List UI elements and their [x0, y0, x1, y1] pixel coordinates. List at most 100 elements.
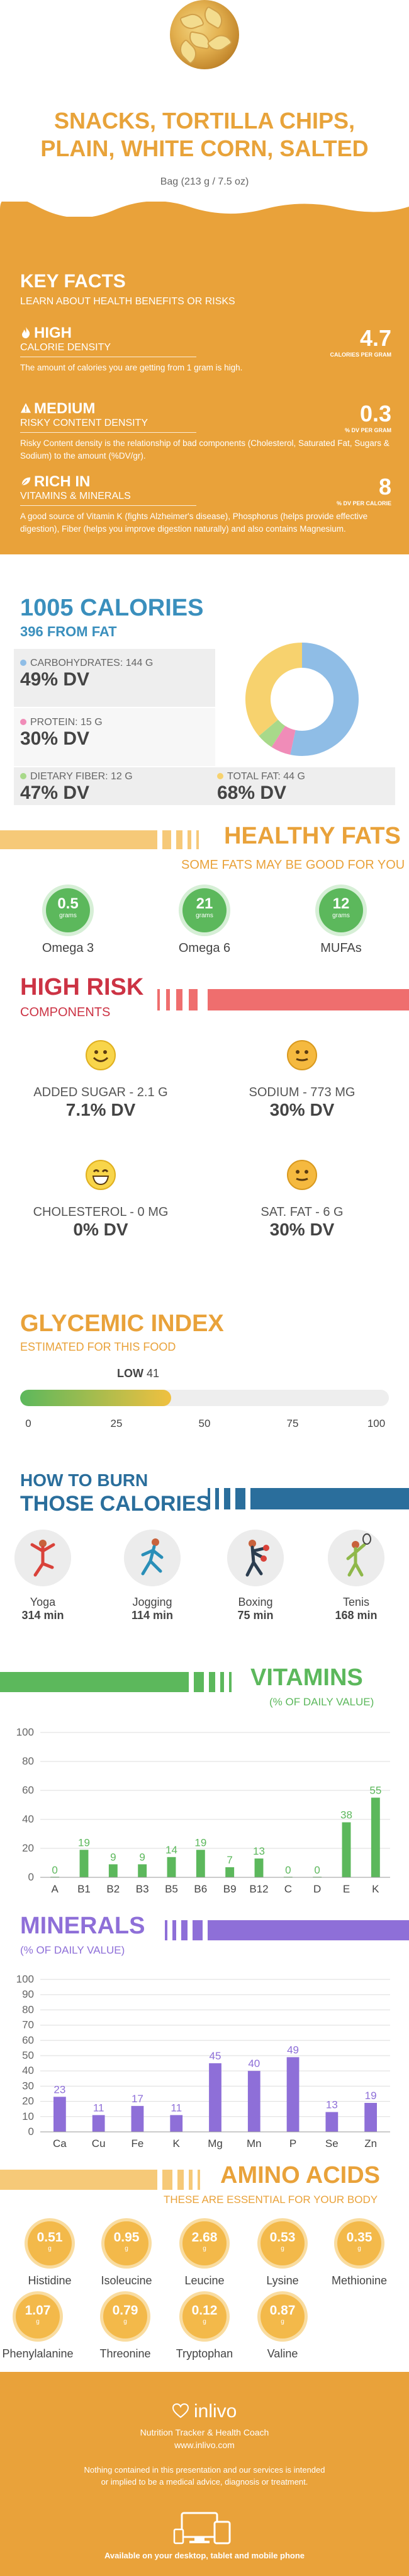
wave-divider [0, 202, 409, 217]
glycemic-title: GLYCEMIC INDEX [20, 1310, 224, 1337]
fact-calorie-density: HIGH CALORIE DENSITY The amount of calor… [20, 325, 391, 394]
key-facts-subtitle: LEARN ABOUT HEALTH BENEFITS OR RISKS [20, 296, 235, 307]
fat-unit: grams [196, 912, 213, 919]
burn-title-line1: HOW TO BURN [20, 1470, 148, 1490]
y-tick-label: 20 [22, 2095, 34, 2107]
data-label: 14 [165, 1844, 177, 1856]
risk-cholesterol: CHOLESTEROL - 0 mg 0% DV [6, 1159, 195, 1240]
y-tick-label: 100 [16, 1973, 34, 1985]
bar [254, 1858, 264, 1877]
x-tick-label: B1 [77, 1883, 91, 1895]
page-title: Snacks, Tortilla Chips, Plain, White Cor… [40, 108, 369, 161]
amino-name: Threonine [99, 2347, 151, 2360]
y-tick-label: 50 [22, 2049, 34, 2061]
food-image [170, 0, 239, 69]
fact-unit: % DV PER GRAM [344, 427, 391, 433]
fat-value: 21 [196, 895, 213, 912]
data-label: 11 [93, 2102, 104, 2114]
heart-icon [172, 2403, 189, 2419]
data-label: 19 [194, 1836, 206, 1848]
risk-sat-fat: SAT. FAT - 6 g 30% DV [208, 1159, 396, 1240]
donut-slice [271, 725, 296, 755]
data-label: 23 [53, 2083, 65, 2095]
risk-label: SAT. FAT - 6 g [261, 1205, 344, 1219]
fat-omega-3: 0.5 grams Omega 3 [24, 888, 112, 956]
data-label: 55 [369, 1785, 381, 1797]
macro-label: PROTEIN: 15 g [30, 717, 103, 728]
fact-level: MEDIUM [34, 400, 96, 417]
risk-label: ADDED SUGAR - 2.1 g [33, 1085, 168, 1099]
x-tick-label: Se [325, 2138, 339, 2150]
amino-valine: 0.87 g Valine [244, 2294, 322, 2361]
fat-value: 12 [332, 895, 350, 912]
data-label: 13 [253, 1845, 265, 1857]
fact-level: HIGH [34, 324, 72, 341]
fact-description: A good source of Vitamin K (fights Alzhe… [20, 512, 368, 534]
macro-total-fat: TOTAL FAT: 44 g 68% DV [217, 771, 305, 804]
calories-section: 1005 CALORIES 396 FROM FAT CARBOHYDRATES… [0, 554, 409, 806]
fat-unit: grams [332, 912, 350, 919]
amino-isoleucine: 0.95 g Isoleucine [87, 2221, 165, 2287]
divider [20, 505, 196, 506]
x-tick-label: P [289, 2138, 296, 2150]
bar [325, 2112, 339, 2132]
activity-yoga: Yoga 314 min [5, 1530, 81, 1622]
leaf-icon [21, 477, 31, 486]
y-tick-label: 0 [28, 1871, 34, 1883]
footer-url[interactable]: www.inlivo.com [174, 2440, 235, 2450]
amino-circle: 0.53 g [261, 2221, 305, 2265]
legend-dot [217, 773, 223, 779]
glycemic-bar [20, 1390, 389, 1406]
data-label: 9 [110, 1851, 116, 1863]
amino-name: Tryptophan [176, 2347, 233, 2360]
glycemic-tick: 75 [286, 1417, 299, 1429]
fact-description: The amount of calories you are getting f… [20, 363, 243, 372]
data-label: 49 [287, 2044, 299, 2056]
minerals-bar-chart: 0 10 20 30 40 50 60 70 80 90 100 23 Ca 11 Cu 17 Fe 11 K 45 M… [16, 1973, 390, 2150]
amino-value: 0.95 [113, 2230, 140, 2245]
footer-disclaimer: Nothing contained in this presentation a… [84, 2465, 325, 2487]
amino-acids-title: AMINO ACIDS [220, 2162, 381, 2189]
x-tick-label: K [173, 2138, 181, 2150]
amino-leucine: 2.68 g Leucine [165, 2221, 244, 2287]
amino-value: 0.12 [191, 2303, 218, 2318]
amino-circle: 2.68 g [182, 2221, 227, 2265]
fat-mufas: 12 grams MUFAs [297, 888, 385, 956]
data-label: 19 [78, 1836, 90, 1848]
burn-title-line2: THOSE CALORIES [20, 1492, 211, 1516]
y-tick-label: 60 [22, 1784, 34, 1796]
glycemic-tick: 0 [25, 1417, 31, 1429]
macro-bg [14, 767, 395, 805]
x-tick-label: Ca [53, 2138, 67, 2150]
bar [53, 2097, 66, 2132]
data-label: 40 [248, 2058, 260, 2069]
high-risk-subtitle: COMPONENTS [20, 1005, 111, 1019]
healthy-fats-subtitle: SOME FATS MAY BE GOOD FOR YOU [181, 858, 405, 872]
activity-minutes: 314 min [21, 1609, 64, 1622]
x-tick-label: K [372, 1883, 379, 1895]
amino-circle: 1.07 g [16, 2294, 60, 2338]
minerals-section: MINERALS (% OF DAILY VALUE) 0 10 20 30 40 50 6… [0, 1909, 409, 2161]
fact-value: 0.3 [359, 401, 391, 426]
stripe-decoration [208, 989, 409, 1010]
y-tick-label: 80 [22, 2003, 34, 2015]
risk-label: SODIUM - 773 mg [249, 1085, 356, 1099]
data-label: 0 [285, 1864, 291, 1876]
bar [196, 1850, 205, 1877]
yoga-icon [14, 1530, 71, 1586]
fact-risky-density: MEDIUM RISKY CONTENT DENSITY Risky Conte… [20, 401, 391, 470]
amino-acids-section: AMINO ACIDS THESE ARE ESSENTIAL FOR YOUR… [0, 2161, 409, 2372]
data-label: 0 [52, 1864, 57, 1876]
macro-dv: 47% DV [20, 782, 90, 803]
amino-phenylalanine: 1.07 g Phenylalanine [0, 2294, 77, 2361]
y-tick-label: 70 [22, 2019, 34, 2031]
x-tick-label: B5 [165, 1883, 178, 1895]
amino-unit: g [281, 2318, 284, 2325]
donut-slice [259, 719, 286, 747]
risk-dv: 0% DV [73, 1220, 128, 1239]
tennis-icon [328, 1530, 384, 1586]
glycemic-level: LOW 41 [117, 1367, 159, 1380]
minerals-subtitle: (% OF DAILY VALUE) [20, 1944, 125, 1956]
bar [92, 2115, 105, 2132]
macro-label: DIETARY FIBER: 12 g [30, 771, 133, 782]
